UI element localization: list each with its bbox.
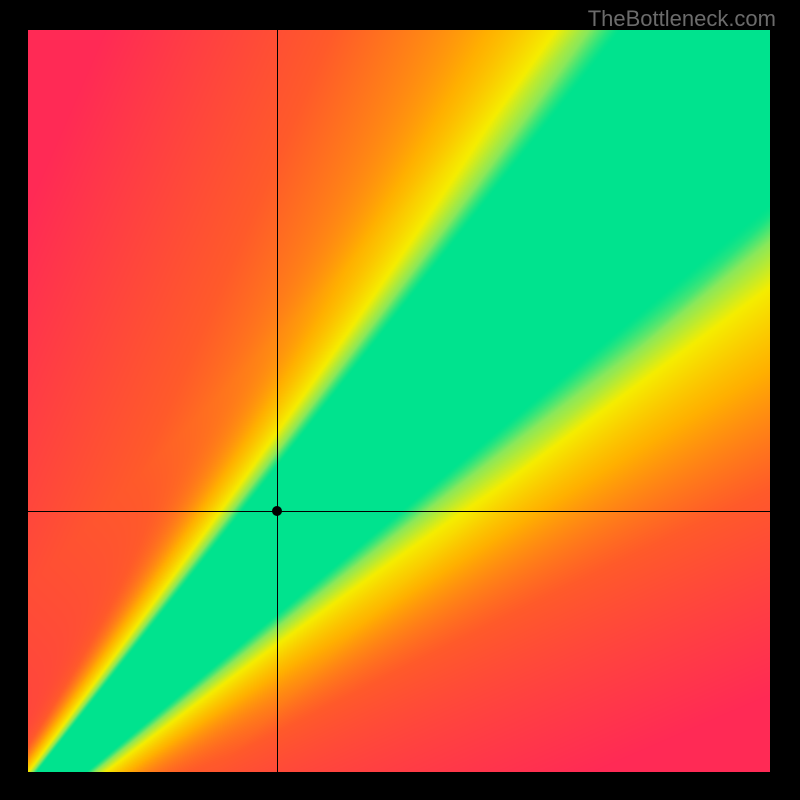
crosshair-horizontal bbox=[28, 511, 770, 512]
marker-dot bbox=[272, 506, 282, 516]
crosshair-vertical bbox=[277, 30, 278, 772]
watermark-text: TheBottleneck.com bbox=[588, 6, 776, 32]
heatmap-canvas bbox=[28, 30, 770, 772]
plot-area bbox=[28, 30, 770, 772]
